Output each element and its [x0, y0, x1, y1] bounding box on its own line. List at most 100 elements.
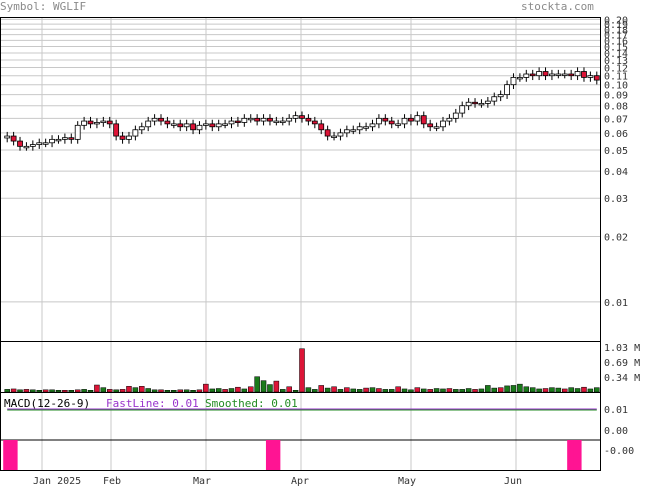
price-tick-label: 0.15: [604, 42, 628, 53]
candle-down: [388, 120, 395, 125]
volume-bar: [427, 389, 433, 393]
volume-bar: [209, 388, 216, 393]
volume-bar: [151, 389, 158, 393]
volume-bar: [587, 388, 594, 393]
volume-bar: [363, 387, 369, 393]
candle-up: [350, 129, 357, 132]
candle-up: [170, 123, 177, 126]
volume-bar: [433, 388, 440, 393]
volume-bar: [497, 387, 504, 393]
candle-down: [311, 120, 318, 125]
candle-down: [299, 115, 305, 119]
candle-down: [542, 71, 549, 77]
macd-histogram-bar: [265, 440, 274, 470]
volume-bar: [376, 388, 382, 393]
candle-down: [581, 71, 587, 78]
candle-up: [61, 137, 68, 140]
price-tick-label: 0.05: [604, 146, 628, 157]
candle-down: [324, 129, 331, 137]
candle-up: [331, 135, 337, 138]
candle-down: [106, 120, 113, 125]
volume-bar: [574, 388, 581, 393]
candle-up: [138, 126, 145, 131]
candle-up: [247, 117, 254, 121]
candle-down: [267, 117, 273, 122]
volume-bar: [81, 389, 87, 393]
candle-up: [100, 120, 107, 123]
volume-tick-label: 0.34 M: [604, 373, 640, 384]
volume-bar: [536, 388, 542, 393]
candle-up: [401, 117, 408, 125]
candle-down: [420, 115, 427, 125]
candle-down: [472, 101, 478, 105]
volume-bar: [215, 388, 222, 393]
candle-down: [177, 123, 184, 128]
volume-bar: [87, 390, 94, 393]
candle-up: [292, 115, 299, 119]
volume-bar: [472, 389, 478, 393]
volume-bar: [273, 380, 280, 393]
candle-up: [260, 117, 267, 122]
volume-bar: [139, 386, 145, 393]
candle-up: [74, 124, 81, 140]
macd-histogram-bar: [567, 440, 576, 470]
candle-down: [68, 137, 75, 140]
volume-bar: [414, 387, 421, 393]
volume-bar: [222, 389, 228, 393]
candle-up: [587, 75, 594, 78]
volume-bar: [465, 388, 472, 393]
volume-bar: [331, 386, 337, 393]
macd-panel-frame: [0, 392, 601, 471]
volume-bar: [594, 387, 600, 393]
price-tick-label: 0.04: [604, 167, 628, 178]
volume-tick-label: 1.03 M: [604, 343, 640, 354]
macd-tick-label: -0.00: [604, 446, 634, 457]
price-tick-label: 0.18: [604, 25, 628, 36]
volume-bar: [241, 388, 248, 393]
volume-bar: [478, 388, 485, 393]
volume-bar: [504, 385, 510, 393]
volume-bar: [203, 383, 209, 393]
price-tick-label: 0.09: [604, 91, 628, 102]
candle-up: [414, 115, 421, 122]
volume-bar: [529, 387, 536, 393]
x-tick-label: Feb: [103, 476, 121, 486]
candle-down: [164, 120, 171, 125]
candle-up: [491, 96, 498, 102]
candle-up: [549, 73, 555, 77]
volume-bar: [523, 386, 530, 393]
volume-bar: [235, 386, 241, 393]
price-tick-label: 0.11: [604, 72, 628, 83]
candle-up: [465, 101, 472, 107]
volume-bar: [55, 390, 62, 393]
candle-up: [369, 123, 376, 128]
volume-bar: [555, 387, 562, 393]
volume-bar: [4, 389, 10, 393]
price-tick-label: 0.06: [604, 129, 628, 140]
candle-down: [593, 75, 600, 81]
price-tick-label: 0.12: [604, 63, 628, 74]
candle-up: [94, 122, 100, 125]
candle-up: [497, 94, 504, 98]
candle-up: [536, 71, 543, 77]
smoothed-legend: Smoothed: 0.01: [205, 397, 298, 410]
volume-bar: [453, 389, 459, 393]
volume-bar: [350, 388, 357, 393]
x-tick-label: Jan 2025: [33, 476, 81, 486]
candle-up: [29, 144, 36, 147]
price-tick-label: 0.20: [604, 15, 628, 26]
candle-up: [222, 123, 228, 126]
volume-bar: [30, 389, 36, 393]
candle-down: [190, 123, 196, 131]
candle-up: [228, 120, 235, 125]
candle-up: [42, 142, 49, 145]
volume-bar: [299, 348, 305, 393]
volume-bar: [542, 388, 549, 393]
volume-bar: [549, 387, 555, 393]
volume-bar: [562, 388, 568, 393]
volume-bar: [312, 389, 318, 393]
volume-bar: [158, 389, 164, 393]
volume-bar: [145, 388, 151, 393]
volume-bar: [132, 387, 139, 393]
volume-bar: [388, 389, 395, 393]
